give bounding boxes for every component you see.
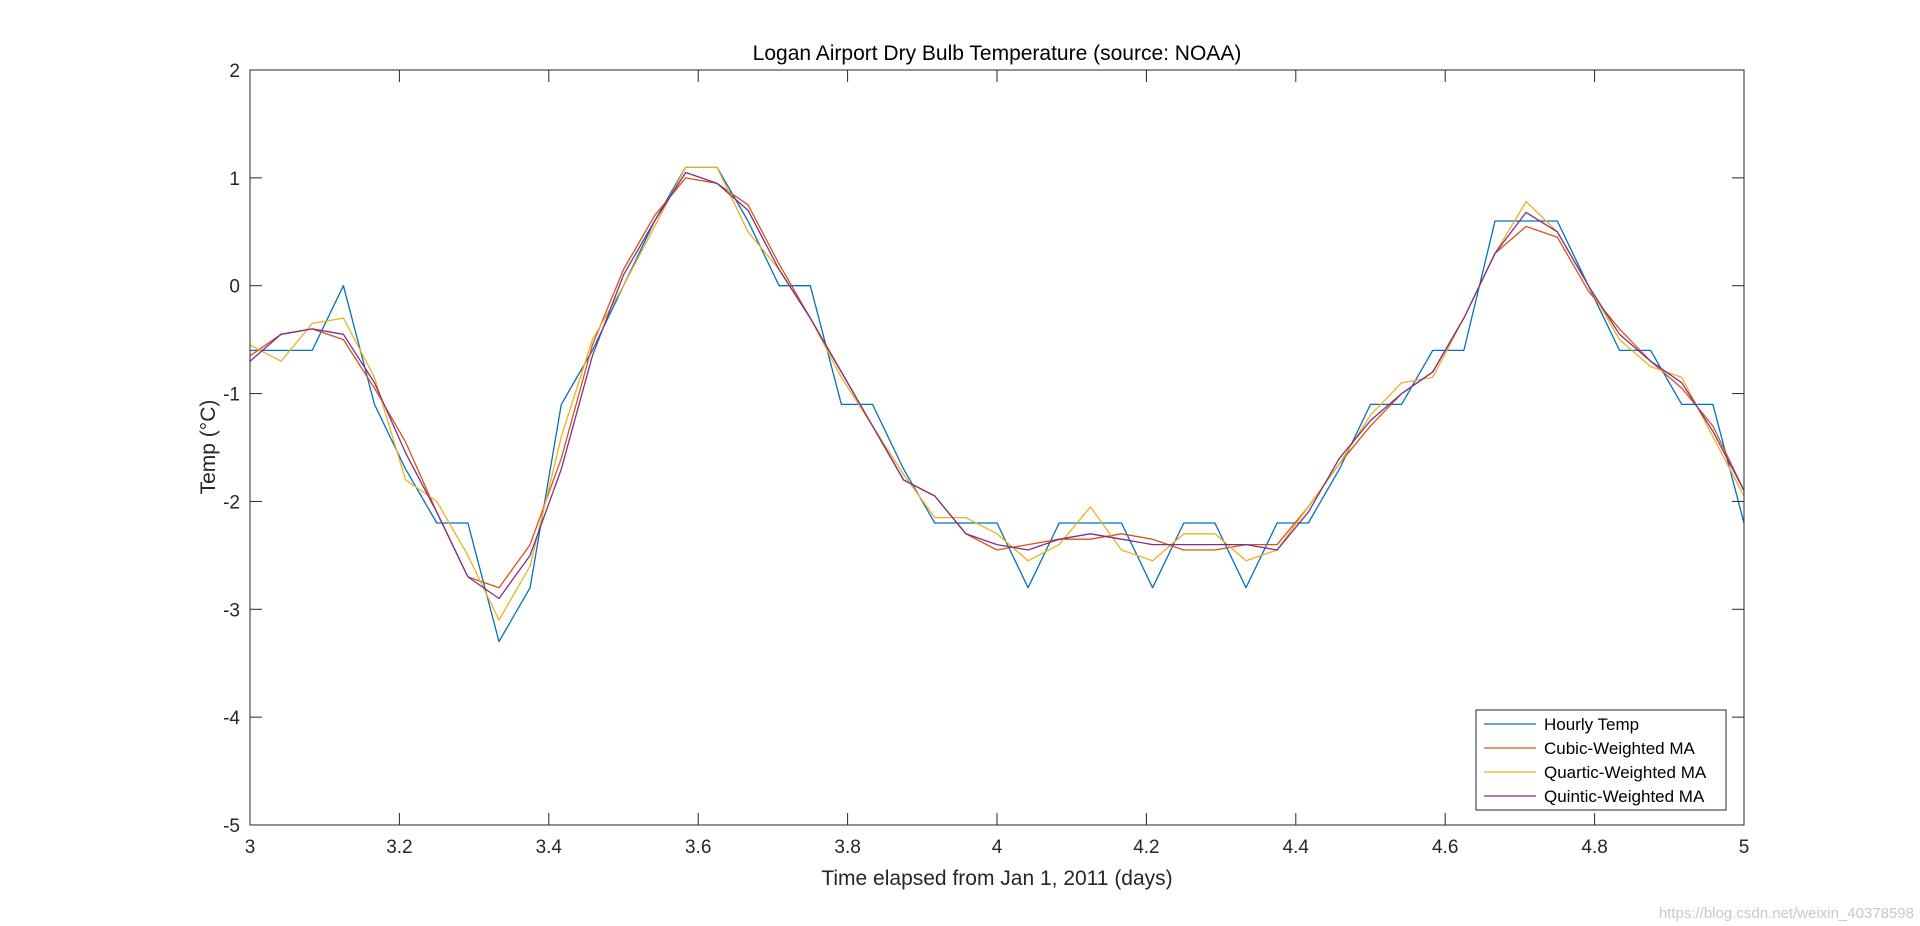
plot-background [250,70,1744,825]
legend-label: Quartic-Weighted MA [1544,763,1707,782]
series-layer [249,166,1745,643]
ticks-layer: 3 3.2 3.4 3.6 3.8 4 4.2 4.4 4.6 4.8 5 -5 -4 -3 -2 -1 0 1 2 [223,61,1749,858]
x-axis-label: Time elapsed from Jan 1, 2011 (days) [821,867,1172,890]
y-tick-label: 1 [229,169,240,190]
y-tick-label: -2 [223,492,240,513]
chart-title: Logan Airport Dry Bulb Temperature (sour… [753,42,1242,65]
legend: Hourly Temp Cubic-Weighted MA Quartic-Weig… [1475,709,1727,811]
legend-label: Cubic-Weighted MA [1544,739,1696,758]
legend-box [1475,709,1727,811]
y-tick-label: 0 [229,277,240,298]
x-tick-label: 4.4 [1283,837,1310,858]
x-tick-label: 3 [245,837,256,858]
x-tick-label: 3.2 [386,837,412,858]
y-tick-label: 2 [229,61,240,82]
x-tick-label: 3.6 [685,837,711,858]
x-tick-label: 4 [992,837,1003,858]
y-tick-label: -4 [223,708,240,729]
y-axis-label: Temp (°C) [197,400,220,495]
legend-label: Hourly Temp [1544,715,1639,734]
y-tick-label: -5 [223,816,240,837]
x-tick-label: 4.8 [1581,837,1607,858]
x-tick-label: 3.4 [536,837,563,858]
y-tick-label: -1 [223,385,240,406]
series-line-4 [249,171,1745,600]
y-tick-label: -3 [223,600,240,621]
watermark-text: https://blog.csdn.net/weixin_40378598 [1658,905,1914,922]
x-tick-label: 4.6 [1432,837,1458,858]
x-tick-label: 4.2 [1133,837,1159,858]
series-line-1 [250,166,1745,643]
x-tick-label: 3.8 [834,837,860,858]
legend-label: Quintic-Weighted MA [1544,787,1705,806]
x-tick-label: 5 [1739,837,1750,858]
